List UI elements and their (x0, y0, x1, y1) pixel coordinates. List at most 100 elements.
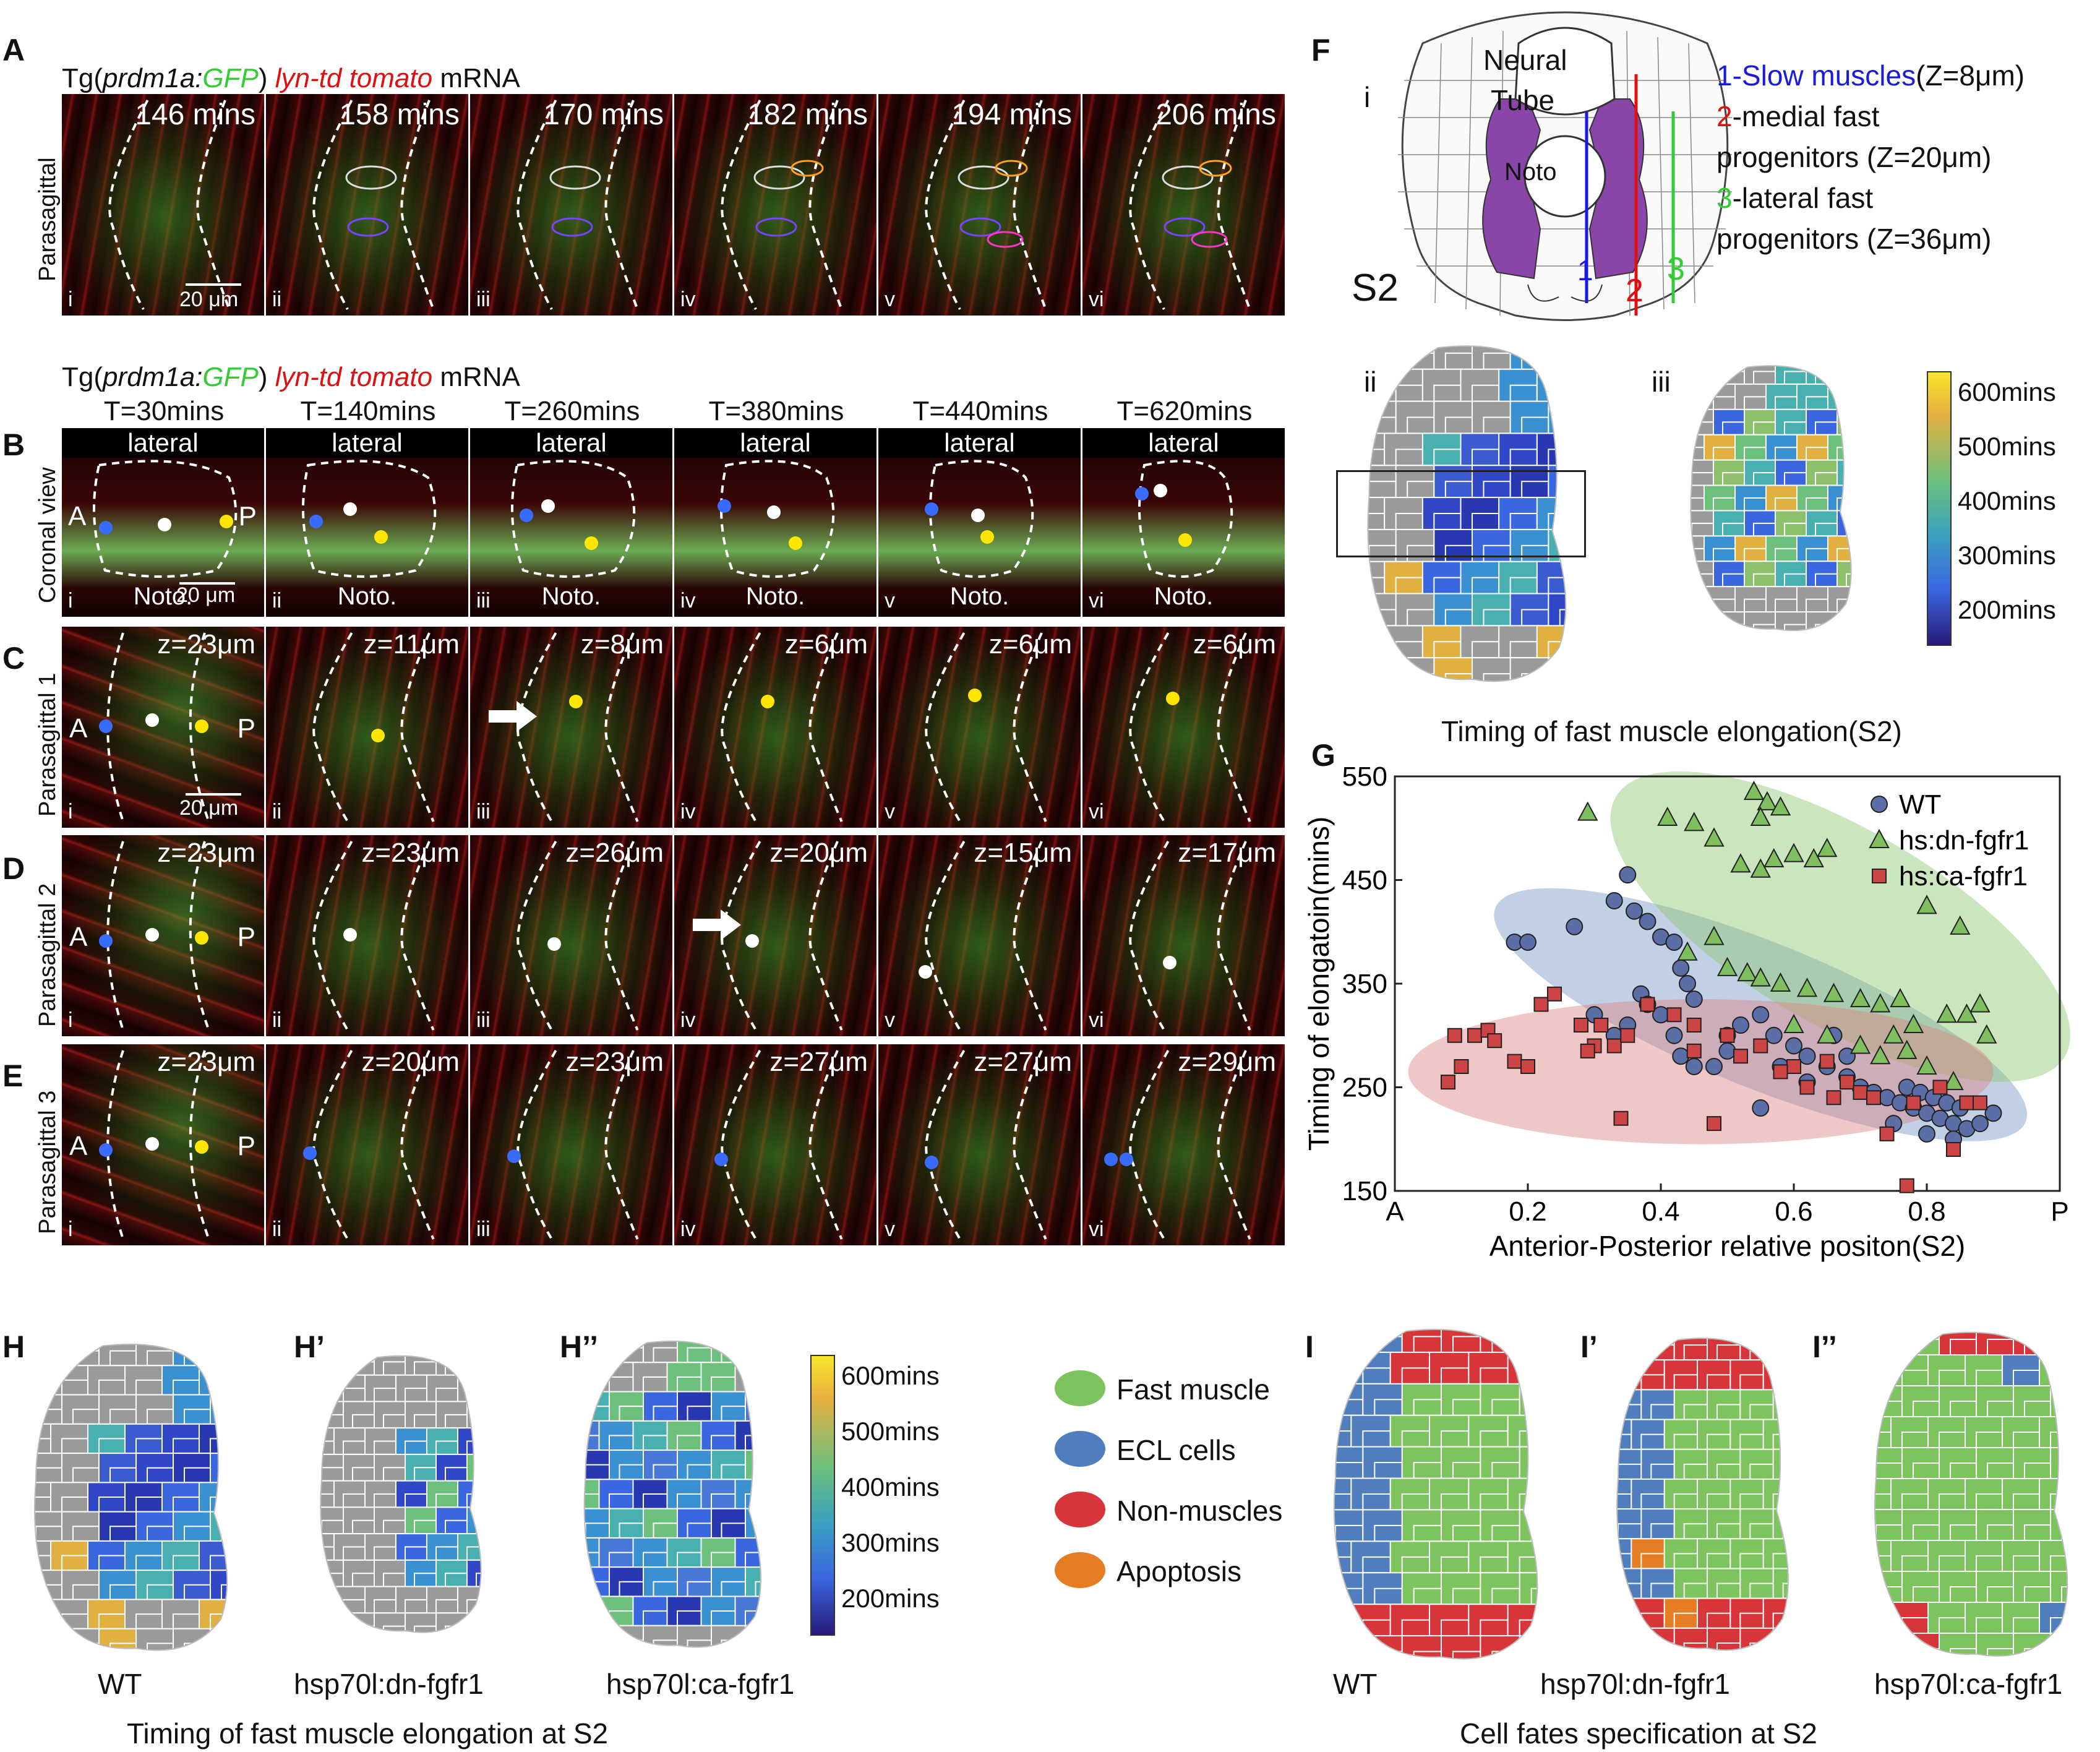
cell (1521, 416, 1549, 434)
data-point (1752, 1006, 1770, 1024)
posterior-label: P (237, 922, 255, 952)
cell (653, 1406, 678, 1422)
panel-f-sub-iii: iii (1652, 366, 1671, 398)
panel-roman-numeral: i (68, 1217, 73, 1241)
cell (1782, 1463, 1788, 1480)
somite-boundary-outline (312, 632, 435, 823)
cell (1707, 1612, 1731, 1629)
panel-roman-numeral: iv (680, 800, 696, 823)
cell (1707, 1374, 1731, 1391)
parasagittal-panel: z=20μm iv (674, 835, 878, 1036)
data-point (1684, 812, 1705, 831)
cell (1806, 447, 1828, 461)
z-depth-label: z=23μm (157, 629, 255, 659)
posterior-label: P (237, 713, 255, 744)
y-axis-label: Timing of elongatoin(mins) (1303, 817, 1335, 1151)
somite-boundary-outline (925, 100, 1047, 310)
cell (1368, 673, 1397, 682)
panel-label-i-prime: I’ (1580, 1329, 1598, 1364)
cell (1722, 522, 1745, 537)
cell (445, 1414, 468, 1429)
panel-roman-numeral: vi (1089, 589, 1104, 612)
data-point (1785, 1037, 1802, 1055)
cell (1617, 1612, 1632, 1629)
cell (184, 1526, 211, 1542)
neural-label: Neural (1483, 44, 1567, 76)
x-tick-label: 0.2 (1509, 1196, 1546, 1227)
cell (1913, 1524, 1940, 1541)
cell (711, 1493, 736, 1509)
cell (1683, 1523, 1708, 1540)
cell (687, 1347, 712, 1363)
cell-fate-legend: Fast muscle ECL cells Non-muscles Apoptosis (1055, 1370, 1345, 1618)
cell (2050, 1633, 2068, 1656)
panel-roman-numeral: iii (476, 589, 491, 612)
data-point (1652, 1006, 1669, 1024)
timepoint-label: T=30mins (103, 396, 225, 426)
cell (383, 1467, 406, 1482)
panel-roman-numeral: ii (272, 1217, 282, 1241)
cell (1362, 1493, 1391, 1511)
cell (476, 1625, 481, 1633)
microscopy-panel: 194 mins v (878, 94, 1082, 316)
scale-bar (179, 582, 235, 585)
somite-outline (511, 460, 636, 578)
legend-line: progenitors (Z=36μm) (1716, 222, 1992, 256)
z-depth-label: z=29μm (1178, 1047, 1276, 1077)
cell (210, 1379, 228, 1396)
somite-boundary-outline (721, 840, 843, 1031)
cell (1744, 447, 1767, 461)
cell (1749, 1523, 1774, 1540)
panel-roman-numeral: iii (476, 800, 491, 823)
cell (320, 1546, 335, 1561)
cell (35, 1526, 62, 1542)
cell (1772, 1568, 1788, 1600)
cell (383, 1361, 406, 1376)
cell (2013, 1617, 2040, 1634)
cell (405, 1440, 427, 1455)
cell (643, 1376, 668, 1393)
h-name-wt: WT (98, 1668, 142, 1700)
cell (2024, 1524, 2051, 1541)
cell (1452, 1336, 1481, 1353)
cell (1691, 598, 1705, 613)
data-point (1757, 791, 1778, 810)
cell (414, 1625, 437, 1633)
row-label-coronal: Coronal view (35, 467, 61, 603)
fast-muscle-map-f-ii (1367, 345, 1567, 682)
legend-swatch (1055, 1552, 1105, 1588)
cell (35, 1467, 62, 1484)
somite-boundary-outline (516, 632, 639, 823)
cell (1874, 1332, 1904, 1357)
cell (374, 1493, 396, 1508)
cell (343, 1440, 366, 1455)
cell (1334, 1619, 1352, 1637)
cell (135, 1379, 163, 1396)
lateral-label: lateral (127, 428, 199, 457)
cell (1846, 624, 1851, 631)
tracked-cell-dot (925, 1156, 938, 1169)
scale-bar-label: 20 μm (179, 796, 239, 820)
cell (320, 1493, 335, 1508)
somite-boundary-outline (312, 1049, 435, 1240)
colorbar-gradient (810, 1355, 835, 1636)
cell (619, 1639, 644, 1647)
somite-boundary-outline (312, 840, 435, 1031)
cell (1753, 371, 1776, 385)
cell (1617, 1493, 1632, 1510)
data-point (1679, 975, 1696, 992)
cell (466, 1355, 481, 1377)
colorbar-tick-label: 300mins (1958, 541, 2056, 570)
cell (721, 1406, 746, 1422)
cell (1874, 1370, 1892, 1386)
cell (1452, 1587, 1481, 1605)
cell (1874, 1617, 1892, 1634)
cell (221, 1642, 228, 1651)
cell (35, 1642, 62, 1651)
cell (1548, 384, 1566, 402)
z-depth-label: z=8μm (580, 629, 664, 659)
cell (1782, 1523, 1788, 1540)
cell (1874, 1602, 1893, 1635)
somite-boundary-outline (721, 100, 843, 310)
cell (687, 1406, 712, 1422)
